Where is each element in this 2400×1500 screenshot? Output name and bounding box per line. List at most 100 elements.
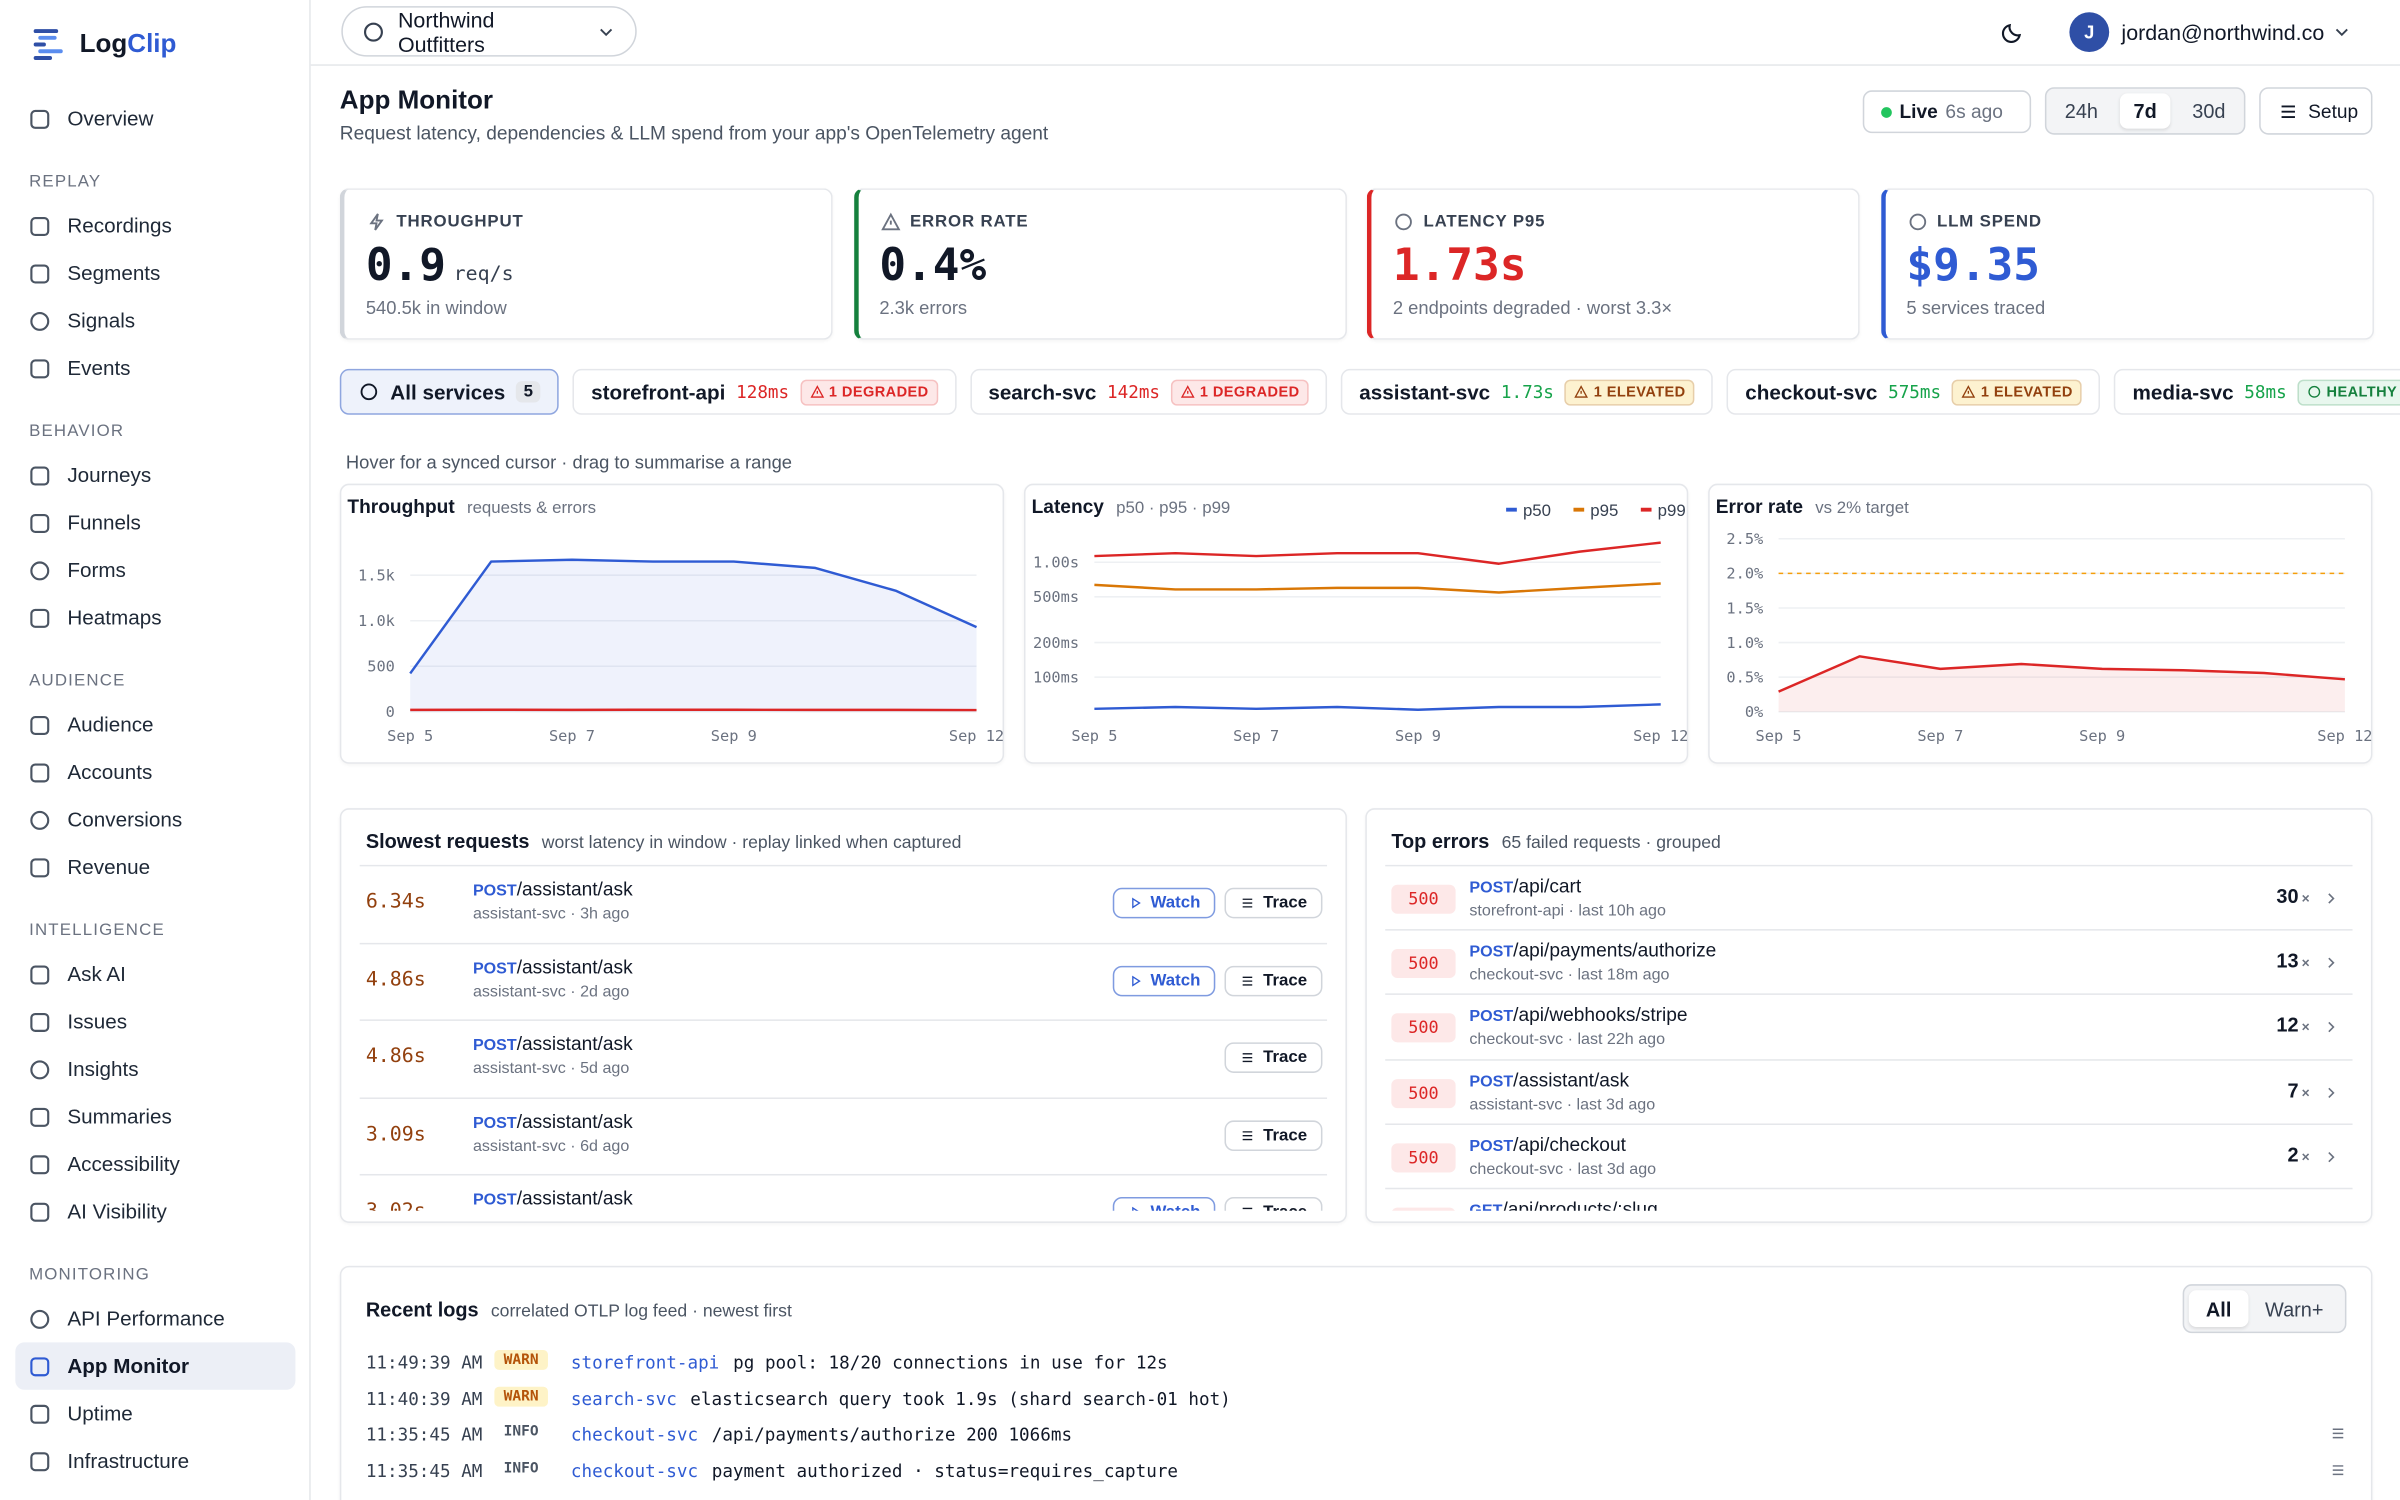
service-latency: 58ms <box>2244 381 2287 403</box>
y-tick-label: 1.0k <box>358 612 395 630</box>
error-row[interactable]: 500 POST/api/payments/authorize checkout-s… <box>1385 929 2353 994</box>
icon-shape <box>1243 1207 1253 1210</box>
nav-item[interactable]: Infrastructure <box>15 1437 295 1484</box>
avatar[interactable]: J <box>2069 12 2110 53</box>
trace-button[interactable]: Trace <box>1224 1196 1323 1211</box>
nav-item[interactable]: Signals <box>15 297 295 344</box>
log-time: 11:35:45 AM <box>365 1424 483 1446</box>
range-option[interactable]: 24h <box>2064 99 2099 123</box>
chart-title: Throughput requests & errors <box>347 497 596 518</box>
nav-label: Audience <box>67 713 154 737</box>
request-line: POST/assistant/ask <box>473 1188 633 1209</box>
icon <box>30 762 50 782</box>
setup-button[interactable]: Setup <box>2259 87 2373 135</box>
kpi-value: $9.35 <box>1906 238 2041 291</box>
icon <box>2328 893 2335 904</box>
x-tick-label: Sep 9 <box>711 727 757 745</box>
request-sub: assistant-svc · 2d ago <box>472 981 630 1001</box>
watch-label: Watch <box>1150 893 1201 913</box>
watch-button[interactable]: Watch <box>1112 887 1216 919</box>
logo-bar <box>38 49 63 54</box>
icon <box>30 1356 50 1376</box>
kpi-value: 0.9 <box>365 238 447 291</box>
method: POST <box>1469 1136 1514 1156</box>
icon <box>30 810 50 830</box>
nav-item[interactable]: API Performance <box>15 1295 295 1342</box>
icon[interactable] <box>2330 1462 2347 1479</box>
line <box>1778 655 2345 693</box>
nav-item[interactable]: Events <box>15 344 295 391</box>
nav-item[interactable]: Audience <box>15 701 295 748</box>
filter-option[interactable]: All <box>2189 1290 2249 1328</box>
service-pill[interactable]: checkout-svc 575ms 1 ELEVATED <box>1726 368 2101 415</box>
nav-item[interactable]: Accounts <box>15 748 295 795</box>
request-line: POST/assistant/ask <box>473 1033 633 1054</box>
kpi-sub: 2.3k errors <box>879 296 968 319</box>
nav-item[interactable]: Heatmaps <box>15 594 295 641</box>
page-title: App Monitor <box>339 85 494 115</box>
chart-subtitle: p50 · p95 · p99 <box>1116 498 1230 517</box>
nav-item[interactable]: Segments <box>15 249 295 296</box>
nav-item[interactable]: Summaries <box>15 1093 295 1140</box>
range-option[interactable]: 30d <box>2192 99 2226 123</box>
nav-item[interactable]: Overview <box>15 95 295 142</box>
moon <box>2001 23 2022 43</box>
user-email[interactable]: jordan@northwind.co <box>2121 19 2325 45</box>
nav-item[interactable]: Recordings <box>15 202 295 249</box>
nav-label: Issues <box>67 1010 128 1034</box>
trace-button[interactable]: Trace <box>1224 1042 1323 1073</box>
nav-item[interactable]: Insights <box>15 1045 295 1092</box>
trace-button[interactable]: Trace <box>1224 965 1323 996</box>
range-option[interactable]: 7d <box>2119 93 2171 129</box>
setup-label: Setup <box>2308 100 2359 122</box>
service-pill[interactable]: media-svc 58ms HEALTHY <box>2114 368 2400 415</box>
log-message: pg pool: 18/20 connections in use for 12… <box>733 1351 1168 1373</box>
log-row: 11:40:39 AM WARN search-svc elasticsearch q… <box>366 1385 2347 1416</box>
service-pill[interactable]: search-svc 142ms 1 DEGRADED <box>969 368 1328 415</box>
latency: 3.09s <box>365 1122 426 1146</box>
nav-item[interactable]: App Monitor <box>15 1342 296 1390</box>
x-tick-label: Sep 12 <box>1633 727 1688 745</box>
service-pill[interactable]: storefront-api 128ms 1 DEGRADED <box>572 368 957 415</box>
filter-option[interactable]: Warn+ <box>2265 1297 2324 1321</box>
method: POST <box>1469 1007 1514 1027</box>
panel-title: Top errors <box>1391 829 1490 853</box>
service-pill[interactable]: All services 5 <box>339 368 559 415</box>
trace-button[interactable]: Trace <box>1224 887 1323 919</box>
error-row[interactable]: 500 POST/api/webhooks/stripe checkout-svc … <box>1385 993 2353 1059</box>
icon <box>30 311 50 331</box>
request: POST/assistant/ask assistant-svc · 5d ago <box>473 1033 633 1077</box>
request-row: 4.86s POST/assistant/ask assistant-svc · 5… <box>359 1019 1328 1096</box>
error-row[interactable]: 500 POST/assistant/ask assistant-svc · las… <box>1385 1058 2353 1124</box>
service-pill[interactable]: assistant-svc 1.73s 1 ELEVATED <box>1340 368 1714 415</box>
nav-item[interactable]: Conversions <box>15 796 295 843</box>
watch-button[interactable]: Watch <box>1112 1196 1216 1211</box>
nav-item[interactable]: Revenue <box>15 843 295 890</box>
icon-shape <box>30 810 50 830</box>
nav-label: Insights <box>67 1057 139 1081</box>
nav-item[interactable]: Issues <box>15 998 295 1045</box>
error-row[interactable]: 500 POST/api/cart storefront-api · last 10… <box>1385 864 2353 930</box>
error-row[interactable]: 500 GET/api/products/:slugstorefront-api 1… <box>1385 1187 2353 1211</box>
theme-toggle[interactable] <box>2001 20 2025 44</box>
nav-item[interactable]: Ask AI <box>15 951 295 998</box>
error-count: 2 × <box>2287 1143 2309 1166</box>
nav-item[interactable]: Funnels <box>15 499 295 546</box>
nav-label: App Monitor <box>67 1354 190 1378</box>
status-text: 1 DEGRADED <box>1199 383 1300 401</box>
nav-item[interactable]: Journeys <box>15 452 295 499</box>
icon[interactable] <box>2330 1426 2347 1443</box>
trace-button[interactable]: Trace <box>1224 1119 1323 1151</box>
error-row[interactable]: 500 POST/api/checkout checkout-svc · last … <box>1385 1123 2353 1188</box>
nav-item[interactable]: Accessibility <box>15 1140 295 1187</box>
org-switcher[interactable]: Northwind Outfitters <box>341 6 637 57</box>
watch-button[interactable]: Watch <box>1112 965 1216 996</box>
icon-shape <box>30 964 50 984</box>
method: POST <box>472 881 517 900</box>
method: POST <box>1469 1072 1514 1091</box>
nav-item[interactable]: AI Visibility <box>15 1188 295 1235</box>
nav-item[interactable]: Uptime <box>15 1390 295 1437</box>
log-message: elasticsearch query took 1.9s (shard sea… <box>690 1387 1231 1410</box>
nav-item[interactable]: Forms <box>15 546 295 593</box>
